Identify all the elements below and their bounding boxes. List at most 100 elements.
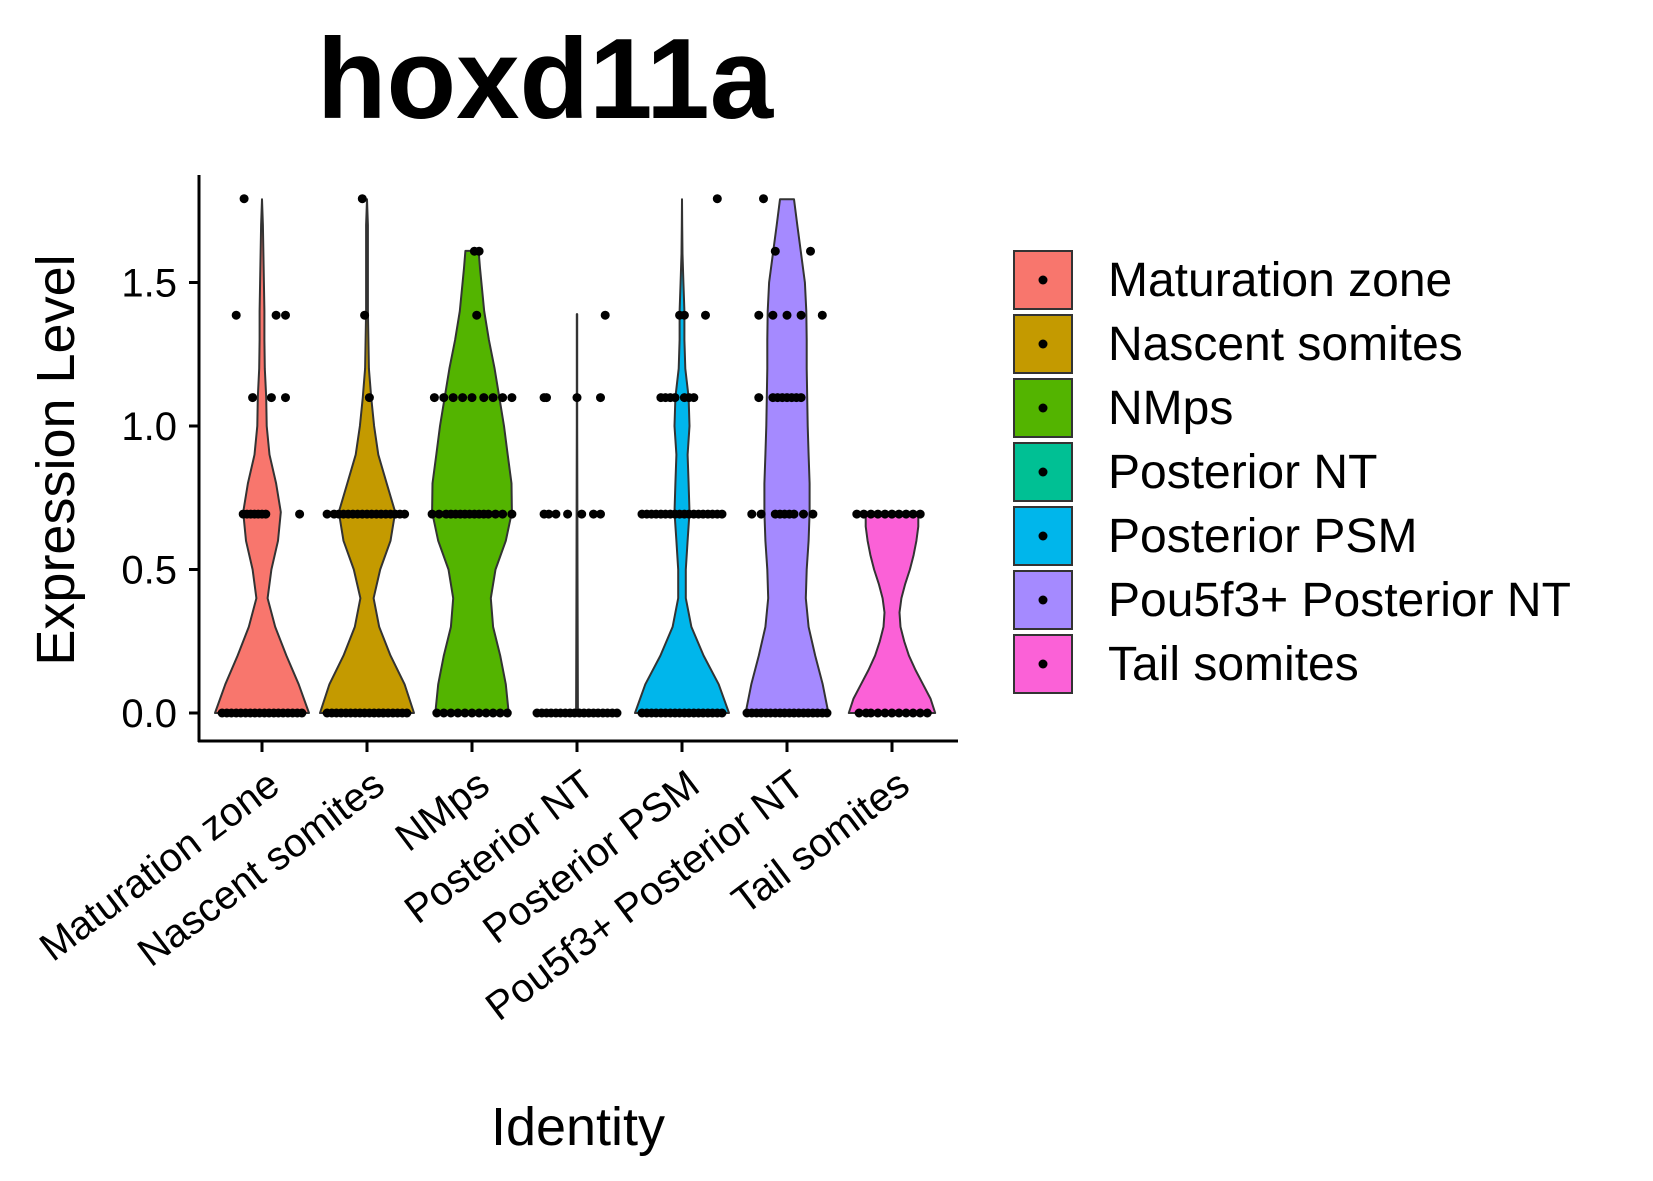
violin-posterior-psm	[634, 198, 730, 714]
point-nmps	[483, 509, 493, 519]
point-nmps	[427, 509, 437, 519]
point-posterior-psm	[689, 393, 699, 403]
point-pou5f3-posterior-nt	[768, 310, 778, 320]
legend-swatch-pou5f3-posterior-nt	[1013, 570, 1073, 630]
y-axis-label: Expression Level	[26, 254, 86, 665]
point-posterior-nt	[551, 509, 561, 519]
point-posterior-psm	[670, 393, 680, 403]
point-posterior-nt	[596, 393, 605, 403]
violin-maturation-zone	[214, 198, 310, 714]
point-pou5f3-posterior-nt	[789, 509, 799, 519]
point-maturation-zone	[266, 393, 276, 403]
point-nmps	[434, 509, 444, 519]
point-nmps	[474, 708, 484, 718]
point-nascent-somites	[364, 393, 374, 403]
point-pou5f3-posterior-nt	[822, 708, 832, 718]
point-pou5f3-posterior-nt	[796, 393, 806, 403]
point-tail-somites	[866, 708, 876, 718]
point-pou5f3-posterior-nt	[759, 194, 768, 204]
point-pou5f3-posterior-nt	[806, 246, 815, 256]
point-tail-somites	[908, 708, 918, 718]
point-tail-somites	[908, 509, 918, 519]
legend-point-nascent-somites	[1038, 339, 1048, 349]
point-tail-somites	[894, 509, 904, 519]
point-posterior-psm	[717, 708, 727, 718]
legend-point-posterior-psm	[1038, 531, 1048, 541]
point-nascent-somites	[322, 509, 332, 519]
point-pou5f3-posterior-nt	[747, 509, 757, 519]
chart-title: hoxd11a	[317, 16, 775, 143]
point-tail-somites	[915, 708, 925, 718]
point-tail-somites	[894, 708, 904, 718]
point-posterior-nt	[563, 509, 573, 519]
point-maturation-zone	[295, 509, 305, 519]
point-posterior-psm	[701, 310, 710, 320]
point-nmps	[495, 708, 505, 718]
point-nmps	[467, 393, 477, 403]
point-posterior-nt	[544, 509, 554, 519]
violin-nmps	[431, 249, 513, 714]
point-nmps	[460, 708, 470, 718]
point-nascent-somites	[400, 509, 410, 519]
point-nmps	[507, 509, 517, 519]
point-pou5f3-posterior-nt	[756, 509, 766, 519]
point-tail-somites	[866, 509, 876, 519]
violin-tail-somites	[847, 514, 937, 714]
violin-group	[214, 198, 937, 714]
point-posterior-nt	[596, 509, 605, 519]
point-nmps	[474, 246, 484, 256]
point-maturation-zone	[271, 310, 281, 320]
violin-nascent-somites	[319, 198, 415, 714]
legend-label-pou5f3-posterior-nt: Pou5f3+ Posterior NT	[1108, 574, 1571, 627]
point-nmps	[507, 393, 517, 403]
legend-swatch-posterior-nt	[1013, 442, 1073, 502]
y-tick-label: 1.0	[121, 405, 177, 449]
point-nmps	[439, 708, 449, 718]
point-tail-somites	[901, 708, 911, 718]
point-maturation-zone	[281, 393, 290, 403]
legend-label-posterior-psm: Posterior PSM	[1108, 510, 1417, 563]
point-nmps	[488, 708, 498, 718]
point-nmps	[498, 509, 508, 519]
point-nmps	[481, 708, 491, 718]
point-nmps	[498, 393, 508, 403]
point-nascent-somites	[357, 194, 367, 204]
point-nmps	[458, 393, 468, 403]
point-maturation-zone	[248, 393, 258, 403]
point-nascent-somites	[402, 708, 412, 718]
legend-point-tail-somites	[1038, 659, 1048, 669]
point-pou5f3-posterior-nt	[754, 393, 764, 403]
point-tail-somites	[854, 708, 864, 718]
point-pou5f3-posterior-nt	[754, 310, 764, 320]
point-pou5f3-posterior-nt	[808, 509, 818, 519]
point-maturation-zone	[297, 708, 307, 718]
point-maturation-zone	[231, 310, 241, 320]
point-pou5f3-posterior-nt	[796, 310, 806, 320]
point-nmps	[472, 310, 482, 320]
legend-label-nmps: NMps	[1108, 382, 1233, 435]
point-maturation-zone	[281, 310, 290, 320]
y-axis-ticks: 0.0 0.5 1.0 1.5	[121, 262, 199, 736]
x-axis-label: Identity	[491, 1097, 665, 1157]
point-tail-somites	[859, 509, 869, 519]
point-nmps	[479, 393, 489, 403]
point-tail-somites	[887, 509, 897, 519]
point-posterior-nt	[542, 393, 551, 403]
legend-label-posterior-nt: Posterior NT	[1108, 446, 1377, 499]
point-maturation-zone	[261, 509, 271, 519]
legend-label-nascent-somites: Nascent somites	[1108, 318, 1463, 371]
legend-point-pou5f3-posterior-nt	[1038, 595, 1048, 605]
point-tail-somites	[852, 509, 862, 519]
legend-label-maturation-zone: Maturation zone	[1108, 254, 1452, 307]
point-nmps	[432, 708, 442, 718]
legend-point-nmps	[1038, 403, 1048, 413]
y-tick-label: 0.5	[121, 549, 177, 593]
point-pou5f3-posterior-nt	[770, 246, 780, 256]
point-nmps	[439, 393, 449, 403]
point-posterior-nt	[612, 708, 622, 718]
point-posterior-psm	[712, 194, 722, 204]
point-posterior-nt	[589, 509, 598, 519]
legend-label-tail-somites: Tail somites	[1108, 638, 1359, 691]
jitter-points-group	[217, 194, 932, 718]
